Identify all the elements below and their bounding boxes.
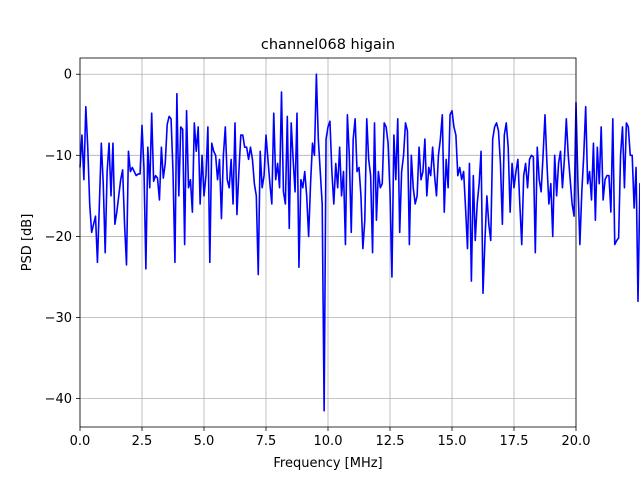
x-tick-label: 5.0 (194, 434, 215, 449)
x-tick-label: 15.0 (438, 434, 467, 449)
x-grid-lines (79, 58, 577, 427)
x-tick-label: 0.0 (70, 434, 91, 449)
y-tick-label: 0 (64, 68, 72, 83)
y-tick-label: −40 (45, 392, 72, 407)
x-axis-label: Frequency [MHz] (273, 456, 382, 471)
x-axis-ticks: 0.0 2.5 5.0 7.5 10.0 12.5 15.0 17.5 20.0 (70, 427, 591, 449)
x-tick-label: 17.5 (500, 434, 529, 449)
y-tick-label: −10 (45, 149, 72, 164)
x-tick-label: 10.0 (314, 434, 343, 449)
x-tick-label: 7.5 (256, 434, 277, 449)
y-tick-label: −20 (45, 230, 72, 245)
chart-title: channel068 higain (261, 37, 395, 53)
y-axis-ticks: 0 −10 −20 −30 −40 (45, 68, 80, 407)
y-tick-label: −30 (45, 311, 72, 326)
x-tick-label: 2.5 (132, 434, 153, 449)
x-tick-label: 12.5 (376, 434, 405, 449)
psd-series-line (79, 73, 640, 412)
y-axis-label: PSD [dB] (20, 214, 35, 272)
x-tick-label: 20.0 (562, 434, 591, 449)
series-layer (79, 73, 640, 412)
